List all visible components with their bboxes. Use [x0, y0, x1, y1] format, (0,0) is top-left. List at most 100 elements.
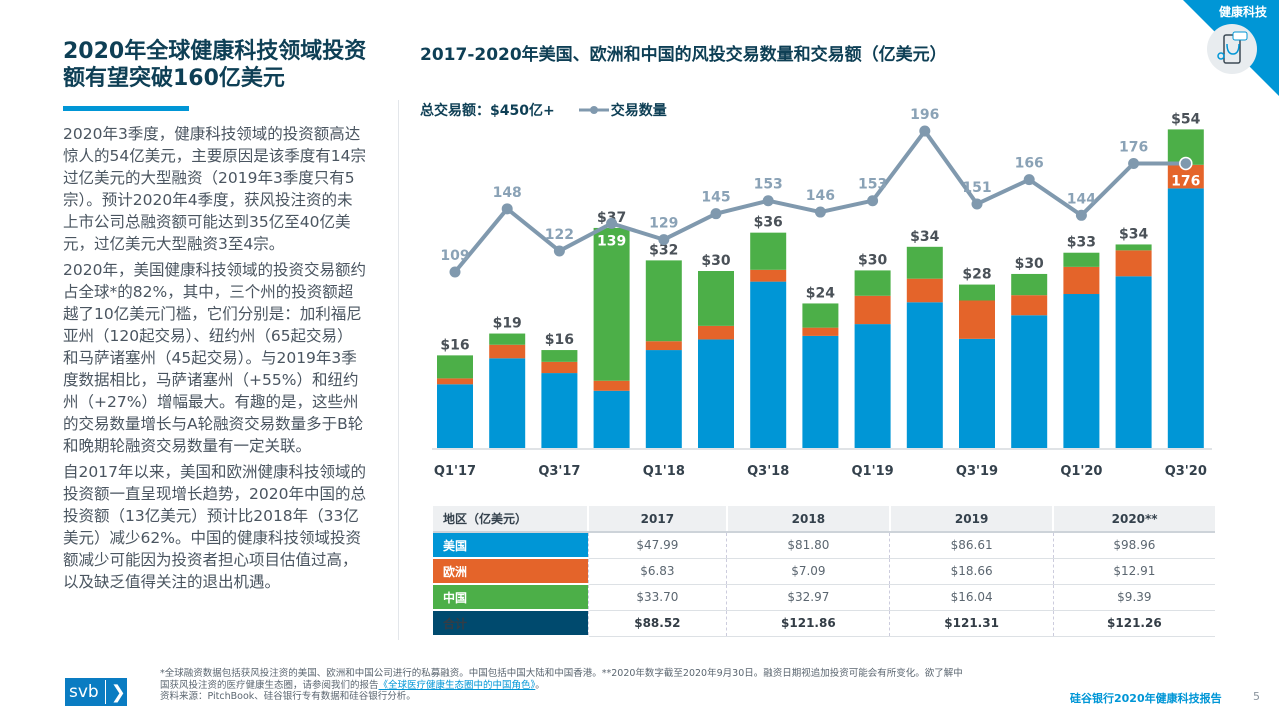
total-label: $24: [806, 285, 835, 301]
bar-segment-eu: [1063, 266, 1100, 295]
bar-segment-eu: [802, 327, 839, 336]
total-amount-label: 总交易额：$450亿+: [420, 103, 555, 119]
x-tick-label: Q1'20: [1060, 464, 1102, 479]
bar-segment-cn: [698, 271, 734, 326]
deal-count-label: 129: [649, 216, 678, 232]
corner-label: 健康科技: [1218, 5, 1267, 19]
deal-count-point: [710, 208, 722, 220]
column-header: 2020**: [1052, 506, 1215, 533]
bar-segment-cn: [1063, 252, 1100, 267]
deal-count-point: [762, 195, 774, 207]
x-tick-label: Q3'18: [747, 464, 789, 479]
paragraph: 自2017年以来，美国和欧洲健康科技领域的投资额一直呈现增长趋势，2020年中国…: [63, 463, 366, 591]
total-label: $32: [649, 242, 678, 258]
bar-segment-eu: [854, 295, 891, 325]
total-label: $34: [1119, 226, 1148, 242]
deal-count-point: [606, 217, 618, 229]
bar-segment-us: [750, 281, 787, 448]
row-label: 欧洲: [433, 558, 588, 585]
table-cell: $12.91: [1052, 558, 1215, 585]
deal-count-point: [971, 198, 983, 210]
total-label: $34: [910, 229, 939, 245]
bar-segment-cn: [541, 350, 578, 362]
deal-count-label: 122: [545, 227, 574, 243]
total-label: $16: [545, 332, 574, 348]
bar-segment-eu: [1011, 295, 1048, 316]
bar-segment-eu: [437, 378, 473, 385]
phone-stethoscope-icon: [1207, 24, 1257, 74]
bar-segment-eu: [1115, 250, 1152, 277]
bar-segment-us: [698, 339, 734, 448]
table-row: 欧洲 $6.83 $7.09 $18.66 $12.91: [433, 558, 1215, 585]
deal-count-point: [814, 206, 826, 218]
svb-logo: svb ❯: [65, 678, 127, 706]
bar-segment-cn: [645, 260, 682, 342]
legend-deal-count: 交易数量: [578, 100, 667, 120]
bar-segment-us: [1063, 294, 1100, 448]
x-tick-label: Q3'17: [538, 464, 580, 479]
deal-count-label: 109: [440, 248, 469, 264]
column-header: 地区（亿美元）: [433, 506, 589, 533]
bar-segment-eu: [959, 300, 995, 339]
table-row: 美国 $47.99 $81.80 $86.61 $98.96: [433, 532, 1215, 559]
table-cell: $9.39: [1052, 584, 1215, 611]
deal-count-point: [501, 203, 513, 215]
x-tick-label: Q3'20: [1165, 464, 1207, 479]
deal-count-label: 176: [1119, 139, 1148, 155]
table-cell: $121.26: [1052, 610, 1215, 637]
chart-legend: 总交易额：$450亿+ 交易数量: [420, 100, 667, 120]
table-cell: $121.31: [889, 610, 1054, 637]
title-underline: [63, 106, 189, 111]
bar-segment-cn: [1011, 273, 1048, 296]
paragraph: 2020年3季度，健康科技领域的投资额高达惊人的54亿美元，主要原因是该季度有1…: [63, 125, 366, 253]
column-divider: [398, 100, 399, 640]
table-cell: $98.96: [1052, 532, 1215, 559]
total-label: $28: [962, 267, 991, 283]
source-text: 资料来源：PitchBook、硅谷银行专有数据和硅谷银行分析。: [160, 691, 416, 702]
deal-count-label: 196: [910, 107, 939, 123]
chevron-right-icon: ❯: [110, 681, 126, 703]
bar-segment-us: [854, 324, 891, 448]
row-label: 中国: [433, 584, 588, 611]
bar-segment-cn: [489, 333, 526, 345]
bar-segment-us: [959, 338, 995, 448]
deal-count-label: 166: [1015, 156, 1044, 172]
bar-segment-eu: [593, 380, 630, 391]
deal-count-point: [449, 266, 461, 278]
column-header: 2019: [888, 506, 1054, 533]
chart-title: 2017-2020年美国、欧洲和中国的风投交易数量和交易额（亿美元）: [420, 45, 947, 65]
table-cell: $7.09: [726, 558, 890, 585]
deal-count-label: 153: [754, 177, 783, 193]
logo-text: svb: [65, 680, 106, 704]
x-tick-label: Q3'19: [956, 464, 998, 479]
bar-segment-us: [802, 335, 839, 448]
bar-segment-us: [1115, 276, 1152, 448]
legend-label: 交易数量: [610, 103, 667, 119]
footnote-end: 。: [535, 679, 545, 691]
total-label: $30: [858, 252, 887, 268]
total-label: $16: [440, 337, 469, 353]
chart-plot: $16Q1'17$19$16Q3'17$37$32Q1'18$30$36Q3'1…: [432, 107, 1212, 479]
table-cell: $121.86: [726, 610, 890, 637]
table-cell: $18.66: [889, 558, 1054, 585]
bar-segment-us: [541, 373, 578, 448]
table-cell: $47.99: [587, 532, 727, 559]
table-cell: $33.70: [587, 584, 727, 611]
bar-segment-eu: [750, 269, 787, 282]
row-label: 美国: [433, 532, 588, 559]
x-tick-label: Q1'18: [643, 464, 685, 479]
bar-segment-us: [489, 358, 526, 448]
line-marker-icon: [578, 106, 609, 114]
bar-segment-eu: [489, 344, 526, 359]
total-label: $30: [1015, 256, 1044, 272]
table-cell: $88.52: [587, 610, 727, 637]
bar-segment-eu: [1167, 164, 1204, 189]
bar-segment-cn: [959, 284, 995, 301]
bar-segment-cn: [1115, 244, 1152, 251]
page-number: 5: [1253, 690, 1260, 703]
report-link[interactable]: 《全球医疗健康生态圈中的中国角色》: [378, 679, 536, 691]
deal-count-point: [1128, 157, 1140, 169]
deal-count-point: [553, 245, 565, 257]
deal-count-label: 176: [1171, 173, 1200, 189]
deal-count-point: [919, 125, 931, 137]
